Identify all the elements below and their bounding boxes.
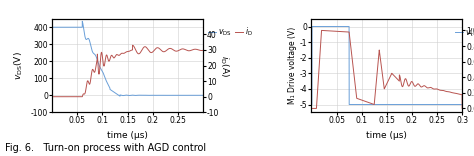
$i_{\mathrm{D}}$ xyxy=(147,51,153,53)
$i$(D₁) xyxy=(336,30,342,32)
Y-axis label: $v_{\mathrm{DS}}$(V): $v_{\mathrm{DS}}$(V) xyxy=(13,51,25,80)
$i_{\mathrm{D}}$ xyxy=(173,50,179,52)
$i$(D₁) xyxy=(319,29,324,31)
$i_{\mathrm{D}}$ xyxy=(107,59,113,61)
Legend: $v$(M₁), $i$(D₁): $v$(M₁), $i$(D₁) xyxy=(452,22,474,41)
$v_{\mathrm{DS}}$ xyxy=(117,95,123,97)
Line: $i_{\mathrm{D}}$: $i_{\mathrm{D}}$ xyxy=(52,45,203,97)
$v$(M₁) xyxy=(336,26,342,27)
Y-axis label: M₁ Drive voltage (V): M₁ Drive voltage (V) xyxy=(288,27,297,104)
$v$(M₁) xyxy=(309,104,314,105)
$i$(D₁) xyxy=(399,85,405,87)
$i$(D₁) xyxy=(309,107,314,109)
$i_{\mathrm{D}}$ xyxy=(130,44,136,46)
$v$(M₁) xyxy=(407,104,412,105)
$i$(D₁) xyxy=(407,85,412,86)
$v_{\mathrm{DS}}$ xyxy=(173,94,179,96)
$v_{\mathrm{DS}}$ xyxy=(80,20,85,22)
X-axis label: time (μs): time (μs) xyxy=(366,131,407,140)
$i_{\mathrm{D}}$ xyxy=(140,48,146,50)
$v$(M₁) xyxy=(421,104,427,105)
Line: $i$(D₁): $i$(D₁) xyxy=(311,30,462,108)
Text: Fig. 6.   Turn-on process with AGD control: Fig. 6. Turn-on process with AGD control xyxy=(5,143,206,153)
Y-axis label: $i_{\mathrm{D}}$(A): $i_{\mathrm{D}}$(A) xyxy=(218,54,230,77)
$v_{\mathrm{DS}}$ xyxy=(162,94,167,96)
Legend: $v_{\mathrm{DS}}$, $i_{\mathrm{D}}$: $v_{\mathrm{DS}}$, $i_{\mathrm{D}}$ xyxy=(205,22,256,41)
$i_{\mathrm{D}}$ xyxy=(77,96,82,98)
$i$(D₁) xyxy=(433,88,438,90)
$i_{\mathrm{D}}$ xyxy=(49,96,55,98)
Line: $v_{\mathrm{DS}}$: $v_{\mathrm{DS}}$ xyxy=(52,21,203,96)
$v$(M₁) xyxy=(366,104,372,105)
Line: $v$(M₁): $v$(M₁) xyxy=(311,27,462,105)
$v_{\mathrm{DS}}$ xyxy=(107,87,113,89)
$i$(D₁) xyxy=(366,102,372,104)
$i_{\mathrm{D}}$ xyxy=(200,49,206,51)
$v_{\mathrm{DS}}$ xyxy=(147,94,153,96)
$i$(D₁) xyxy=(459,107,465,109)
$i_{\mathrm{D}}$ xyxy=(162,51,167,53)
$i$(D₁) xyxy=(421,85,427,87)
$v_{\mathrm{DS}}$ xyxy=(49,26,55,28)
$v$(M₁) xyxy=(399,104,405,105)
$v_{\mathrm{DS}}$ xyxy=(200,94,206,96)
$v_{\mathrm{DS}}$ xyxy=(77,26,82,28)
$v_{\mathrm{DS}}$ xyxy=(140,94,146,96)
$v$(M₁) xyxy=(309,26,315,27)
$v$(M₁) xyxy=(459,104,465,105)
$v$(M₁) xyxy=(433,104,438,105)
X-axis label: time (μs): time (μs) xyxy=(107,131,148,140)
